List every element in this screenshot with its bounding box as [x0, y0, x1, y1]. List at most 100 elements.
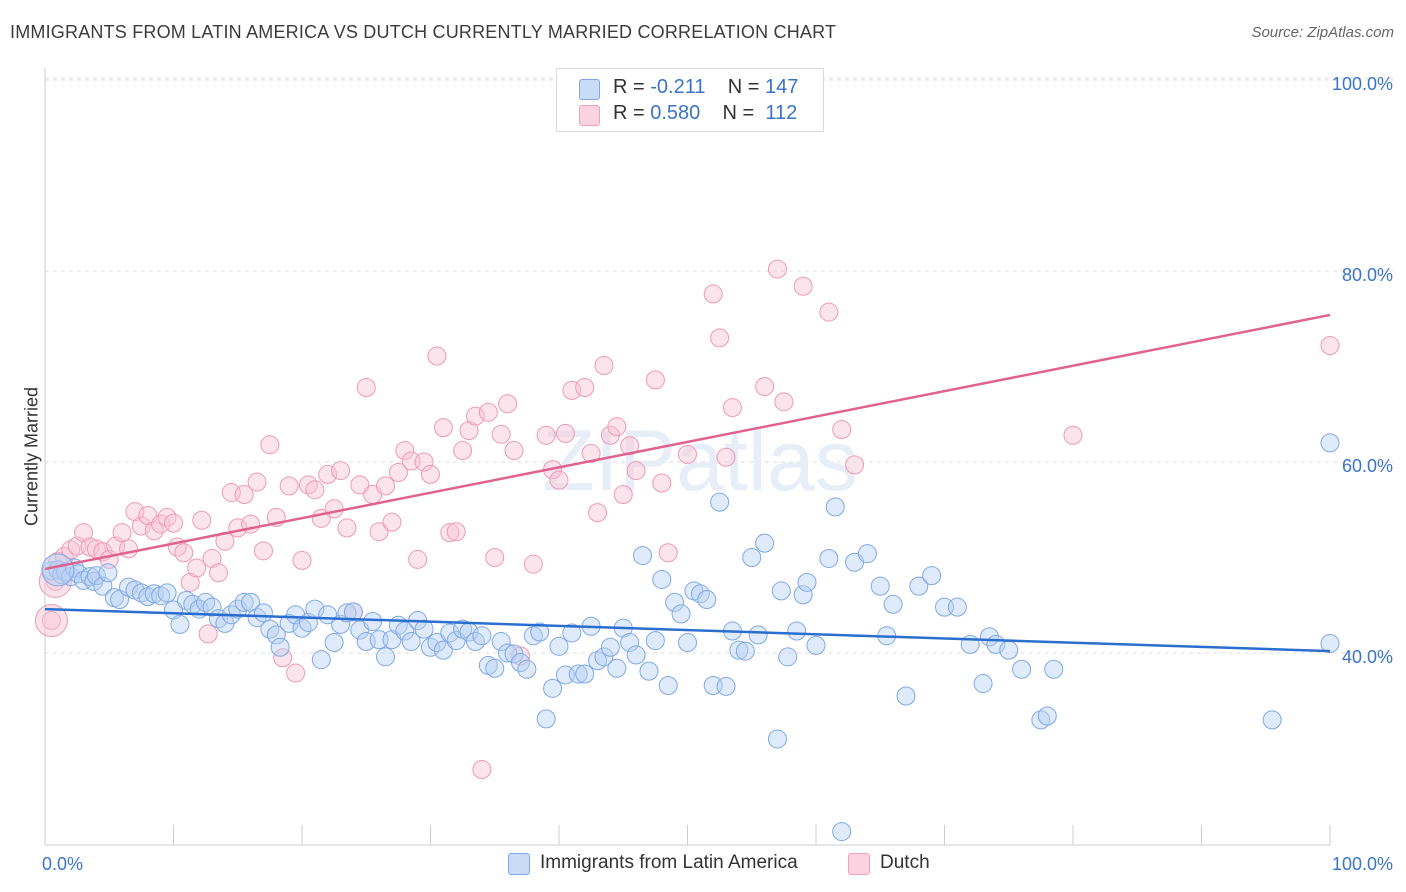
latin-america-point: [857, 544, 877, 564]
latin-america-point: [819, 548, 839, 568]
bottom-legend-label-pink: Dutch: [880, 852, 930, 873]
latin-america-point: [324, 632, 344, 652]
latin-america-point: [947, 597, 967, 617]
dutch-point: [498, 394, 518, 414]
dutch-point: [453, 441, 473, 461]
latin-america-point: [922, 566, 942, 586]
legend-n-label: N =: [727, 76, 760, 98]
legend-swatch-blue: [579, 79, 600, 100]
dutch-point: [459, 420, 479, 440]
dutch-point: [279, 476, 299, 496]
latin-america-point: [787, 621, 807, 641]
dutch-point: [292, 550, 312, 570]
dutch-point: [119, 539, 139, 559]
dutch-point: [369, 522, 389, 542]
bottom-legend-swatch-blue: [508, 853, 530, 875]
bottom-legend-swatch-pink: [848, 853, 870, 875]
latin-america-point: [568, 664, 588, 684]
dutch-point: [819, 302, 839, 322]
latin-america-point: [620, 632, 640, 652]
dutch-point: [581, 443, 601, 463]
dutch-point: [324, 499, 344, 519]
dutch-point: [408, 549, 428, 569]
y-tick-label: 100.0%: [1332, 74, 1393, 94]
latin-america-point: [639, 661, 659, 681]
latin-america-point: [594, 647, 614, 667]
latin-america-point: [575, 664, 595, 684]
dutch-point: [626, 461, 646, 481]
dutch-point: [478, 402, 498, 422]
dutch-point: [80, 537, 100, 557]
dutch-point: [562, 380, 582, 400]
y-axis-label: Currently Married: [21, 386, 42, 527]
dutch-point: [793, 276, 813, 296]
latin-america-point: [311, 650, 331, 670]
latin-america-point: [710, 492, 730, 512]
dutch-point: [331, 461, 351, 481]
tick-labels: 40.0% 60.0% 80.0% 100.0% 0.0% 100.0%: [42, 74, 1393, 874]
dutch-point: [202, 548, 222, 568]
dutch-point: [260, 435, 280, 455]
dutch-point: [382, 512, 402, 532]
dutch-point: [234, 484, 254, 504]
latin-america-point: [626, 645, 646, 665]
dutch-point: [305, 480, 325, 500]
stats-legend: R = -0.211 N = 147 R = 0.580 N = 112: [556, 68, 824, 132]
dutch-point: [208, 563, 228, 583]
latin-america-point: [1037, 706, 1057, 726]
latin-america-point: [896, 686, 916, 706]
latin-america-point: [645, 631, 665, 651]
dutch-point: [112, 523, 132, 543]
latin-america-point: [517, 659, 537, 679]
dutch-point: [180, 572, 200, 592]
dutch-point: [613, 484, 633, 504]
dutch-point: [722, 398, 742, 418]
dutch-point: [253, 541, 273, 561]
dutch-point: [337, 518, 357, 538]
dutch-point: [472, 760, 492, 780]
dutch-point: [356, 378, 376, 398]
dutch-point: [247, 472, 267, 492]
dutch-point: [286, 663, 306, 683]
dutch-point: [774, 392, 794, 412]
latin-america-point: [1320, 433, 1340, 453]
dutch-point: [710, 328, 730, 348]
latin-america-point: [549, 636, 569, 656]
dutch-point: [523, 554, 543, 574]
latin-america-point: [742, 548, 762, 567]
latin-america-points: [41, 433, 1340, 842]
latin-america-point: [343, 602, 363, 622]
dutch-point: [192, 510, 212, 530]
dutch-point: [832, 420, 852, 440]
latin-america-point: [771, 581, 791, 601]
latin-america-point: [562, 623, 582, 643]
dutch-point: [1320, 335, 1340, 355]
latin-america-point: [266, 625, 286, 645]
dutch-point: [174, 543, 194, 563]
latin-america-point: [1262, 710, 1282, 730]
latin-america-point: [697, 590, 717, 610]
dutch-point: [594, 356, 614, 376]
latin-america-point: [86, 566, 106, 586]
latin-america-point: [832, 822, 852, 842]
latin-america-point: [755, 533, 775, 553]
latin-america-point: [472, 626, 492, 646]
dutch-point: [388, 463, 408, 483]
dutch-point: [678, 444, 697, 464]
legend-r-value-pink: 0.580: [650, 102, 701, 124]
dutch-point: [125, 502, 145, 522]
latin-america-point: [530, 622, 550, 642]
dutch-point: [198, 624, 218, 644]
latin-america-point: [793, 585, 813, 605]
latin-america-point: [536, 709, 556, 729]
latin-america-point: [485, 658, 505, 678]
latin-america-point: [658, 675, 678, 695]
latin-america-point: [778, 647, 798, 667]
dutch-point: [131, 516, 151, 536]
latin-america-point: [607, 658, 627, 678]
latin-america-point: [716, 676, 736, 696]
trend-line-dutch: [44, 313, 1331, 571]
legend-n-label: N =: [722, 102, 755, 124]
dutch-point: [588, 503, 608, 523]
